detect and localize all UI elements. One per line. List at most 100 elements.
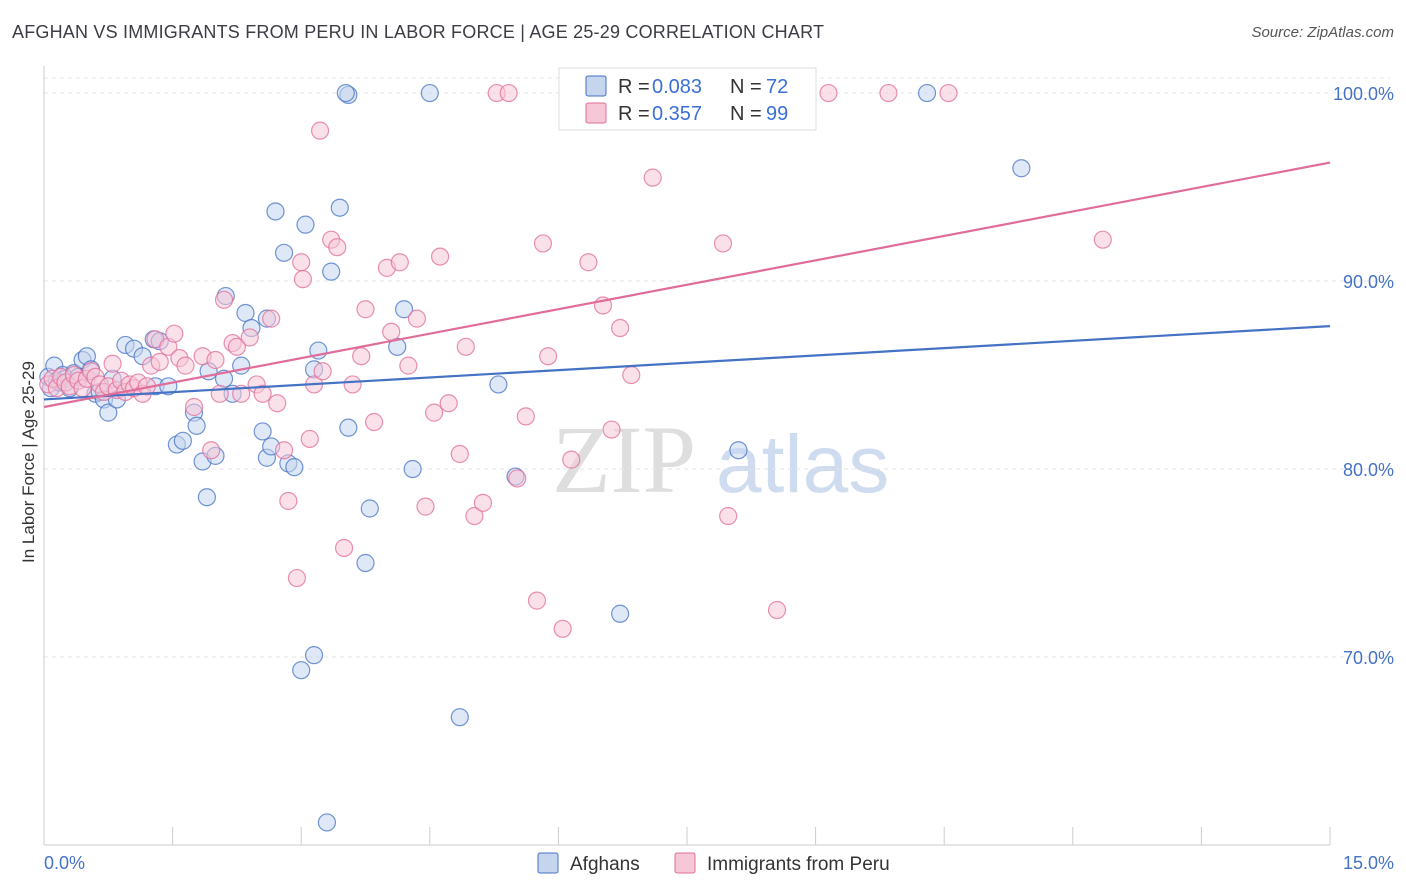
data-point <box>719 506 738 526</box>
data-point <box>364 412 384 432</box>
data-point <box>1012 159 1031 178</box>
data-point <box>356 300 375 319</box>
legend-r-label: R = <box>618 76 650 98</box>
data-point <box>473 493 493 512</box>
data-point <box>382 322 401 341</box>
data-point <box>293 270 313 289</box>
data-point <box>334 538 354 558</box>
watermark-atlas: atlas <box>716 419 889 510</box>
data-point <box>296 215 315 234</box>
data-point <box>416 497 435 516</box>
data-point <box>394 300 414 319</box>
data-point <box>611 604 630 623</box>
data-point <box>622 365 641 385</box>
data-point <box>356 553 375 573</box>
data-point <box>713 234 733 253</box>
data-point <box>643 168 662 187</box>
data-point <box>508 469 527 488</box>
data-point <box>611 318 630 338</box>
data-point <box>187 416 206 435</box>
data-point <box>322 262 341 281</box>
data-point <box>262 309 281 328</box>
data-point <box>527 591 547 610</box>
trend-lines <box>43 161 1331 409</box>
data-point <box>103 354 122 373</box>
x-tick-label: 15.0% <box>1343 853 1394 873</box>
data-point <box>304 646 324 665</box>
data-point <box>343 375 362 394</box>
data-point <box>879 83 898 103</box>
legend-n-label: N = <box>730 76 762 98</box>
data-point <box>253 384 272 403</box>
data-point <box>489 375 508 394</box>
data-point <box>300 429 319 449</box>
data-point <box>165 324 184 343</box>
data-point <box>424 403 444 422</box>
bottom-legend-swatch <box>537 852 559 874</box>
data-point <box>176 356 195 375</box>
legend: R = 0.083 N = 72 R = 0.357 N = 99 <box>558 67 817 131</box>
data-point <box>268 394 287 413</box>
data-point <box>602 420 621 439</box>
data-point <box>317 813 337 832</box>
legend-r-value: 0.357 <box>652 103 702 125</box>
bottom-legend-swatch <box>674 852 696 874</box>
data-point <box>279 491 298 511</box>
axes <box>43 66 1331 846</box>
data-point <box>390 253 409 272</box>
data-point <box>227 337 246 356</box>
data-point <box>407 309 427 328</box>
y-tick-label: 70.0% <box>1343 648 1394 668</box>
data-point <box>210 384 229 403</box>
chart-source: Source: ZipAtlas.com <box>1251 24 1394 41</box>
y-axis-label: In Labor Force | Age 25-29 <box>19 361 38 563</box>
y-tick-label: 90.0% <box>1343 272 1394 292</box>
data-point <box>292 661 311 680</box>
data-point <box>150 352 169 371</box>
legend-r-value: 0.083 <box>652 76 702 98</box>
y-tick-label: 100.0% <box>1333 84 1394 104</box>
data-point <box>562 450 581 469</box>
data-point <box>274 243 294 262</box>
data-point <box>99 403 118 422</box>
legend-n-value: 99 <box>766 103 788 125</box>
series-1-points <box>39 83 1112 638</box>
data-point <box>285 458 304 477</box>
data-point <box>287 568 307 588</box>
data-point <box>516 407 535 426</box>
data-point <box>729 441 748 460</box>
trend-line-1 <box>43 161 1331 409</box>
data-point <box>430 247 450 266</box>
data-point <box>767 600 787 620</box>
data-point <box>360 499 379 518</box>
tick-labels: 70.0% 80.0% 90.0% 100.0% 0.0% 15.0% In Labor F… <box>19 84 1394 873</box>
data-point <box>403 459 422 479</box>
data-point <box>533 234 553 253</box>
data-point <box>232 384 251 403</box>
bottom-legend-label: Immigrants from Peru <box>707 854 890 875</box>
data-point <box>456 337 475 356</box>
data-point <box>173 431 192 450</box>
data-point <box>240 328 259 347</box>
data-point <box>352 347 371 366</box>
data-point <box>206 350 225 370</box>
data-point <box>313 362 332 381</box>
data-point <box>553 619 572 638</box>
legend-n-label: N = <box>730 103 762 125</box>
data-point <box>450 444 469 464</box>
x-tick-label: 0.0% <box>44 853 85 873</box>
data-point <box>939 83 958 103</box>
data-point <box>539 347 558 366</box>
data-point <box>420 83 439 103</box>
data-points <box>39 83 1112 832</box>
watermark: ZIP atlas <box>552 406 889 513</box>
data-point <box>499 83 518 103</box>
data-point <box>579 253 598 272</box>
legend-r-label: R = <box>618 103 650 125</box>
data-point <box>184 397 204 417</box>
bottom-legend-label: Afghans <box>570 854 640 875</box>
data-point <box>399 356 418 375</box>
trend-line-0 <box>43 325 1331 401</box>
data-point <box>197 488 216 507</box>
data-point <box>1093 230 1112 249</box>
